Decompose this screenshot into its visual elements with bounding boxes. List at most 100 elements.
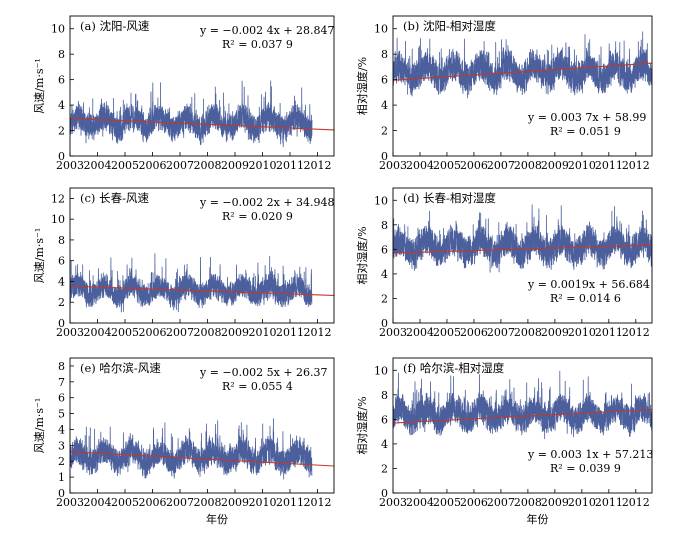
trend-line xyxy=(392,408,653,424)
plot-frame xyxy=(392,15,653,157)
y-tick-label: 10 xyxy=(374,23,388,36)
y-tick-label: 4 xyxy=(58,99,65,112)
x-tick-label: 2008 xyxy=(194,496,222,509)
series-line xyxy=(393,370,652,440)
trend-line xyxy=(69,117,335,131)
x-tick-label: 2008 xyxy=(514,326,542,339)
r-squared: R² = 0.037 9 xyxy=(222,38,293,51)
x-tick-label: 2011 xyxy=(276,159,304,172)
y-tick-label: 2 xyxy=(58,455,65,468)
x-tick-label: 2010 xyxy=(249,326,277,339)
y-tick-label: 8 xyxy=(58,48,65,61)
y-tick-label: 8 xyxy=(381,219,388,232)
regression-equation: y = 0.003 1x + 57.213 xyxy=(527,448,653,461)
y-tick-label: 8 xyxy=(381,389,388,402)
x-tick-label: 2012 xyxy=(304,496,332,509)
y-tick-label: 0 xyxy=(58,317,65,330)
x-tick-label: 2003 xyxy=(56,326,84,339)
x-tick-label: 2006 xyxy=(139,496,167,509)
series-line xyxy=(393,31,652,99)
regression-equation: y = 0.0019x + 56.684 xyxy=(527,278,650,291)
panel-f: 2003200420052006200720082009201020112012… xyxy=(355,357,653,526)
y-tick-label: 6 xyxy=(381,243,388,256)
regression-equation: y = −0.002 4x + 28.847 xyxy=(199,24,335,37)
y-tick-label: 12 xyxy=(51,192,65,205)
trend-line xyxy=(69,285,335,297)
series-line xyxy=(393,204,652,273)
x-tick-label: 2006 xyxy=(460,496,488,509)
y-tick-label: 10 xyxy=(51,213,65,226)
y-tick-label: 6 xyxy=(58,392,65,405)
x-tick-label: 2006 xyxy=(139,159,167,172)
y-tick-label: 6 xyxy=(381,413,388,426)
panel-c: 2003 2004 2005 2006 2007 2008 2009 2010 2011 2012… xyxy=(33,187,335,339)
x-tick-label: 2006 xyxy=(460,159,488,172)
x-axis-label: 年份 xyxy=(206,512,228,526)
y-tick-label: 10 xyxy=(374,194,388,207)
y-tick-label: 4 xyxy=(58,423,65,436)
y-tick-label: 1 xyxy=(58,471,65,484)
x-tick-label: 2009 xyxy=(221,159,249,172)
x-tick-label: 2004 xyxy=(406,326,434,339)
plot-frame xyxy=(392,187,653,324)
regression-equation: y = −0.002 5x + 26.37 xyxy=(199,366,328,379)
x-tick-label: 2011 xyxy=(595,159,623,172)
x-tick-label: 2007 xyxy=(166,496,194,509)
y-axis-label: 风速/m·s⁻¹ xyxy=(33,398,46,454)
y-tick-label: 2 xyxy=(381,125,388,138)
y-tick-label: 5 xyxy=(58,408,65,421)
series-line xyxy=(70,80,313,148)
panel-title: (e) 哈尔滨-风速 xyxy=(80,361,161,375)
y-tick-label: 6 xyxy=(58,74,65,87)
x-tick-label: 2011 xyxy=(276,496,304,509)
x-tick-label: 2005 xyxy=(111,159,139,172)
panel-title: (d) 长春-相对湿度 xyxy=(403,191,496,205)
r-squared: R² = 0.020 9 xyxy=(222,210,293,223)
y-tick-label: 2 xyxy=(381,462,388,475)
x-tick-label: 2005 xyxy=(111,496,139,509)
x-tick-label: 2011 xyxy=(595,496,623,509)
panel-title: (c) 长春-风速 xyxy=(80,191,149,205)
y-tick-label: 4 xyxy=(381,268,388,281)
y-tick-label: 4 xyxy=(381,99,388,112)
x-tick-label: 2007 xyxy=(487,159,515,172)
x-tick-label: 2006 xyxy=(460,326,488,339)
x-tick-label: 2012 xyxy=(304,326,332,339)
x-tick-label: 2007 xyxy=(487,496,515,509)
y-tick-label: 8 xyxy=(58,360,65,373)
r-squared: R² = 0.055 4 xyxy=(222,380,293,393)
y-axis-label: 风速/m·s⁻¹ xyxy=(33,58,46,114)
x-tick-label: 2010 xyxy=(249,496,277,509)
x-tick-label: 2008 xyxy=(194,159,222,172)
y-tick-label: 6 xyxy=(381,74,388,87)
x-tick-label: 2004 xyxy=(406,496,434,509)
x-tick-label: 2004 xyxy=(406,159,434,172)
y-axis-label: 风速/m·s⁻¹ xyxy=(33,228,46,284)
x-tick-label: 2005 xyxy=(433,159,461,172)
x-tick-label: 2005 xyxy=(111,326,139,339)
x-tick-label: 2010 xyxy=(568,159,596,172)
panel-d: 2003200420052006200720082009201020112012… xyxy=(355,187,653,339)
x-tick-label: 2005 xyxy=(433,326,461,339)
y-axis-label: 相对湿度/% xyxy=(355,226,369,284)
y-tick-label: 10 xyxy=(374,364,388,377)
y-tick-label: 7 xyxy=(58,376,65,389)
y-tick-label: 8 xyxy=(381,48,388,61)
x-tick-label: 2009 xyxy=(221,326,249,339)
x-tick-label: 2012 xyxy=(622,159,650,172)
x-tick-label: 2008 xyxy=(194,326,222,339)
x-tick-label: 2004 xyxy=(84,496,112,509)
x-tick-label: 2004 xyxy=(84,326,112,339)
panel-e: 2003 2004 2005 2006 2007 2008 2009 2010 2011 2012… xyxy=(33,357,335,526)
y-axis-label: 相对湿度/% xyxy=(355,396,369,454)
y-tick-label: 0 xyxy=(381,487,388,500)
y-tick-label: 2 xyxy=(58,125,65,138)
x-tick-label: 2009 xyxy=(221,496,249,509)
regression-equation: y = −0.002 2x + 34.948 xyxy=(199,196,335,209)
x-tick-label: 2003 xyxy=(379,159,407,172)
series-line xyxy=(70,418,313,480)
x-tick-label: 2010 xyxy=(249,159,277,172)
x-tick-label: 2003 xyxy=(56,496,84,509)
x-tick-label: 2012 xyxy=(622,496,650,509)
